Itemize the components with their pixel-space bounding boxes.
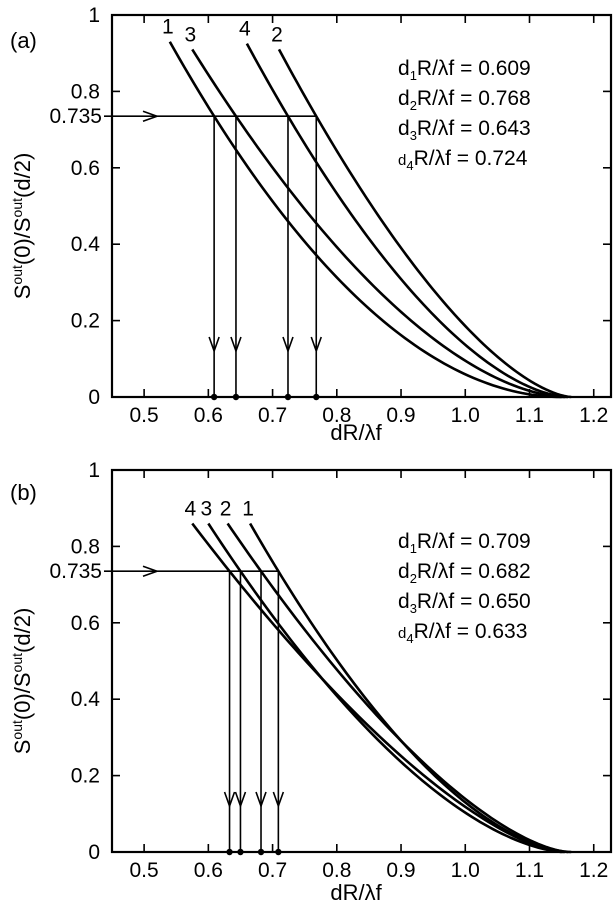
x-tick-label: 1.0 bbox=[451, 404, 480, 427]
y-tick-label: 0 bbox=[88, 841, 100, 864]
x-tick-label: 0.5 bbox=[130, 404, 159, 427]
x-tick-label: 1.2 bbox=[579, 859, 608, 882]
drop-arrowhead bbox=[230, 336, 242, 354]
x-tick-label: 0.5 bbox=[130, 859, 159, 882]
series-curve-4 bbox=[191, 522, 562, 854]
x-axis-label: dR/λf bbox=[330, 420, 382, 445]
y-axis-label: Sout(0)/Sout(d/2) bbox=[9, 608, 35, 755]
x-tick-label: 0.9 bbox=[386, 404, 415, 427]
x-tick-label: 0.7 bbox=[258, 859, 287, 882]
drop-arrowhead bbox=[223, 791, 236, 809]
series-label-2: 2 bbox=[220, 497, 232, 520]
plot-frame bbox=[110, 13, 613, 399]
annotation-d2: d2R/λf = 0.768 bbox=[398, 87, 531, 113]
threshold-label: 0.735 bbox=[49, 560, 102, 583]
y-tick-label: 0.2 bbox=[71, 765, 100, 788]
series-label-3: 3 bbox=[184, 23, 196, 46]
crossing-marker bbox=[257, 848, 265, 856]
annotation-d4: d4R/λf = 0.633 bbox=[398, 620, 527, 646]
series-label-4: 4 bbox=[239, 18, 251, 41]
x-tick-label: 0.8 bbox=[322, 859, 351, 882]
annotation-d1: d1R/λf = 0.709 bbox=[398, 530, 531, 556]
x-tick-label: 0.7 bbox=[258, 404, 287, 427]
y-tick-label: 0.6 bbox=[71, 612, 100, 635]
series-curve-2 bbox=[277, 48, 572, 399]
series-label-4: 4 bbox=[184, 497, 196, 520]
threshold-label: 0.735 bbox=[49, 105, 102, 128]
plot-frame bbox=[110, 468, 613, 854]
series-label-1: 1 bbox=[162, 16, 174, 39]
x-tick-label: 0.6 bbox=[194, 859, 223, 882]
x-tick-label: 1.2 bbox=[579, 404, 608, 427]
drop-arrowhead bbox=[310, 336, 323, 354]
crossing-marker bbox=[232, 393, 240, 401]
threshold-arrowhead bbox=[142, 565, 160, 577]
drop-arrowhead bbox=[255, 791, 267, 809]
series-curve-4 bbox=[245, 43, 569, 399]
crossing-marker bbox=[210, 393, 218, 401]
annotation-d1: d1R/λf = 0.609 bbox=[398, 57, 531, 83]
y-tick-label: 0.8 bbox=[71, 80, 100, 103]
annotation-d2: d2R/λf = 0.682 bbox=[398, 560, 531, 586]
y-tick-label: 1 bbox=[88, 4, 100, 27]
series-label-3: 3 bbox=[201, 497, 213, 520]
x-tick-label: 0.9 bbox=[386, 859, 415, 882]
annotation-d4: d4R/λf = 0.724 bbox=[398, 147, 528, 173]
x-tick-label: 1.0 bbox=[451, 859, 480, 882]
series-curve-1 bbox=[168, 41, 562, 399]
chart-panel-b: 0.5 0.6 0.7 0.8 0.9 1.0 1.1 1.2 0 0.2 0.4 0.6 0.8 1 dR… bbox=[9, 459, 613, 905]
panel-label: (b) bbox=[10, 480, 37, 505]
drop-arrowhead bbox=[234, 791, 247, 809]
y-tick-label: 0.6 bbox=[71, 157, 100, 180]
annotation-d3: d3R/λf = 0.650 bbox=[398, 590, 531, 616]
crossing-marker bbox=[237, 848, 244, 856]
x-tick-label: 0.6 bbox=[194, 404, 223, 427]
threshold-arrowhead bbox=[142, 110, 160, 122]
y-tick-label: 0.4 bbox=[71, 233, 101, 256]
x-tick-label: 0.8 bbox=[322, 404, 351, 427]
crossing-marker bbox=[226, 848, 233, 856]
y-tick-label: 0 bbox=[88, 386, 100, 409]
series-curve-1 bbox=[248, 522, 572, 854]
series-label-1: 1 bbox=[242, 497, 254, 520]
panel-label: (a) bbox=[10, 28, 37, 53]
annotation-d3: d3R/λf = 0.643 bbox=[398, 117, 531, 143]
drop-arrowhead bbox=[282, 336, 294, 354]
crossing-marker bbox=[313, 393, 320, 401]
y-tick-label: 0.8 bbox=[71, 535, 100, 558]
x-tick-label: 1.1 bbox=[515, 859, 544, 882]
drop-arrowhead bbox=[272, 791, 285, 809]
drop-arrowhead bbox=[208, 336, 220, 354]
y-tick-label: 0.2 bbox=[71, 310, 100, 333]
y-tick-label: 0.4 bbox=[71, 688, 101, 711]
crossing-marker bbox=[275, 848, 282, 856]
series-label-2: 2 bbox=[271, 23, 283, 46]
series-curve-3 bbox=[207, 522, 565, 854]
series-curve-3 bbox=[191, 48, 565, 399]
x-tick-label: 1.1 bbox=[515, 404, 544, 427]
crossing-marker bbox=[284, 393, 292, 401]
chart-panel-a: 0.5 0.6 0.7 0.8 0.9 1.0 1.1 1.2 0 0.2 0.4 0.6 0.8 1 dR… bbox=[9, 4, 613, 445]
y-axis-label: Sout(0)/Sout(d/2) bbox=[9, 153, 35, 300]
x-axis-label: dR/λf bbox=[330, 880, 382, 905]
y-tick-label: 1 bbox=[88, 459, 100, 482]
